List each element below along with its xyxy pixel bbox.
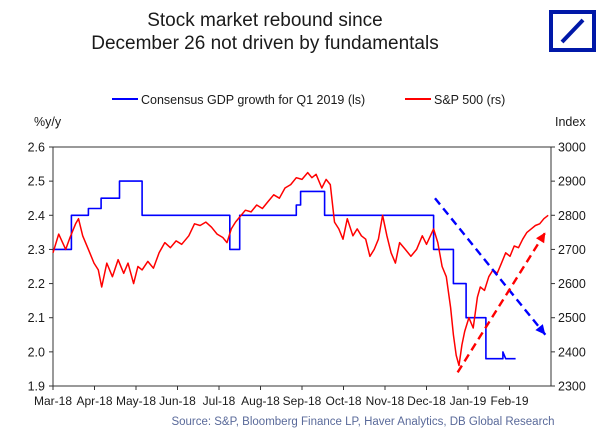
left-tick-label: 2.4	[28, 209, 45, 223]
sp500-line	[52, 171, 549, 367]
right-axis-label: Index	[555, 115, 586, 129]
right-tick-label: 2800	[558, 209, 586, 223]
left-tick-label: 2.6	[28, 141, 45, 155]
left-axis: 2.6 2.5 2.4 2.3 2.2 2.1 2.0 1.9	[28, 141, 53, 394]
right-tick-label: 2400	[558, 345, 586, 359]
right-tick-label: 3000	[558, 141, 586, 155]
left-tick-label: 2.1	[28, 311, 45, 325]
x-axis: Mar-18 Apr-18 May-18 Jun-18 Jul-18 Aug-18 Sep-…	[34, 386, 529, 408]
right-tick-label: 2300	[558, 380, 586, 394]
x-tick-label: Mar-18	[34, 394, 72, 408]
left-tick-label: 2.5	[28, 175, 45, 189]
chart-title-line-1: Stock market rebound since	[147, 10, 383, 31]
left-tick-label: 2.2	[28, 277, 45, 291]
right-tick-label: 2900	[558, 175, 586, 189]
x-tick-label: Oct-18	[325, 394, 361, 408]
x-tick-label: Feb-19	[490, 394, 528, 408]
left-axis-label: %y/y	[34, 115, 62, 129]
legend: Consensus GDP growth for Q1 2019 (ls) S&…	[112, 93, 505, 107]
left-tick-label: 2.3	[28, 243, 45, 257]
left-tick-label: 1.9	[28, 380, 45, 394]
deutsche-bank-logo-icon	[549, 10, 596, 52]
right-axis: 3000 2900 2800 2700 2600 2500 2400 2300	[551, 141, 586, 394]
trend-arrow-head-0	[535, 324, 546, 335]
x-tick-label: May-18	[116, 394, 156, 408]
x-tick-label: Sep-18	[283, 394, 322, 408]
x-tick-label: Jan-19	[450, 394, 487, 408]
trend-arrows	[434, 197, 547, 373]
trend-arrow-head-1	[536, 232, 546, 244]
legend-label-sp500: S&P 500 (rs)	[434, 93, 505, 107]
chart-title-line-2: December 26 not driven by fundamentals	[91, 33, 439, 54]
gdp-consensus-line	[53, 180, 516, 360]
right-tick-label: 2500	[558, 311, 586, 325]
trend-arrow-line-1	[456, 231, 547, 373]
legend-label-gdp: Consensus GDP growth for Q1 2019 (ls)	[141, 93, 365, 107]
x-tick-label: Jun-18	[159, 394, 196, 408]
x-tick-label: Nov-18	[366, 394, 405, 408]
trend-arrow-line-0	[434, 197, 547, 336]
x-tick-label: Aug-18	[241, 394, 280, 408]
chart-title: Stock market rebound since December 26 n…	[0, 9, 530, 55]
plot-frame	[52, 146, 552, 387]
series-layer	[52, 171, 549, 367]
x-tick-label: Apr-18	[76, 394, 112, 408]
source-note: Source: S&P, Bloomberg Finance LP, Haver…	[171, 416, 554, 428]
x-tick-label: Jul-18	[203, 394, 236, 408]
left-tick-label: 2.0	[28, 345, 45, 359]
right-tick-label: 2700	[558, 243, 586, 257]
right-tick-label: 2600	[558, 277, 586, 291]
x-tick-label: Dec-18	[407, 394, 446, 408]
